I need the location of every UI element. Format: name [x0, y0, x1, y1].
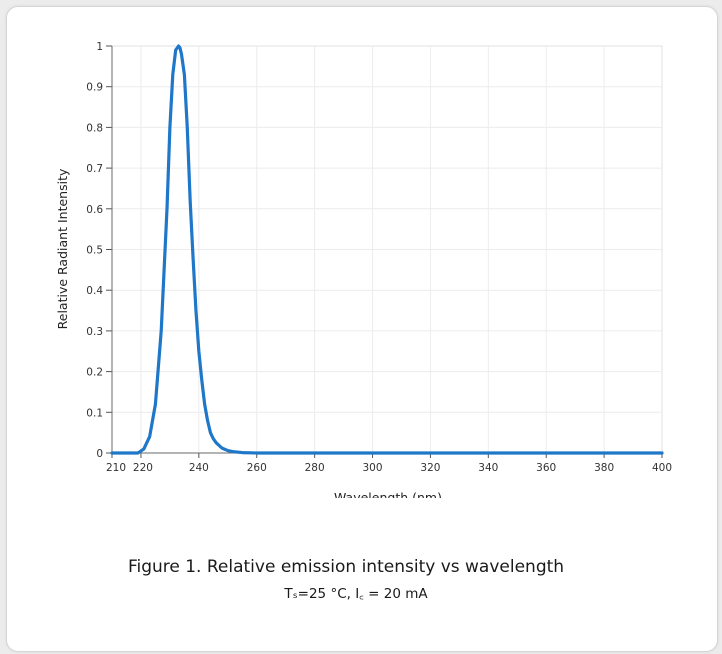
x-tick-label: 280 — [305, 462, 325, 474]
y-tick-label: 0.7 — [86, 163, 103, 175]
y-tick-label: 0.6 — [86, 204, 103, 216]
x-tick-label: 400 — [652, 462, 672, 474]
series-layer — [110, 44, 664, 455]
x-tick-label: 340 — [478, 462, 498, 474]
y-tick-label: 0.8 — [86, 122, 103, 134]
figure-caption-subtitle: Tₛ=25 °C, I꜀ = 20 mA — [284, 586, 428, 602]
x-tick-label: 380 — [594, 462, 614, 474]
x-tick-label: 300 — [363, 462, 383, 474]
y-tick-label: 0.5 — [86, 245, 103, 257]
y-tick-label: 0.2 — [86, 367, 103, 379]
title-clip-mask — [300, 498, 500, 512]
figure-caption-title: Figure 1. Relative emission intensity vs… — [127, 557, 565, 577]
x-tick-label: 220 — [133, 462, 153, 474]
x-tick-label: 320 — [420, 462, 440, 474]
x-tick-label: 260 — [247, 462, 267, 474]
y-axis-title: Relative Radiant Intensity — [55, 168, 70, 329]
emission-chart: 0 0.1 0.2 0.3 0.4 0.5 0.6 0.7 0.8 0.9 1 210 220 240 26… — [55, 41, 673, 512]
y-tick-label: 0.1 — [86, 407, 103, 419]
y-tick-label: 0 — [96, 448, 103, 460]
x-tick-label: 240 — [189, 462, 209, 474]
y-tick-label: 0.9 — [86, 82, 103, 94]
y-tick-label: 1 — [96, 41, 103, 53]
series-line-0 — [110, 44, 664, 455]
x-tick-label: 360 — [536, 462, 556, 474]
y-tick-label: 0.3 — [86, 326, 103, 338]
x-tick-label: 210 — [106, 462, 126, 474]
y-tick-label: 0.4 — [86, 285, 103, 297]
grid-lines — [112, 46, 662, 453]
